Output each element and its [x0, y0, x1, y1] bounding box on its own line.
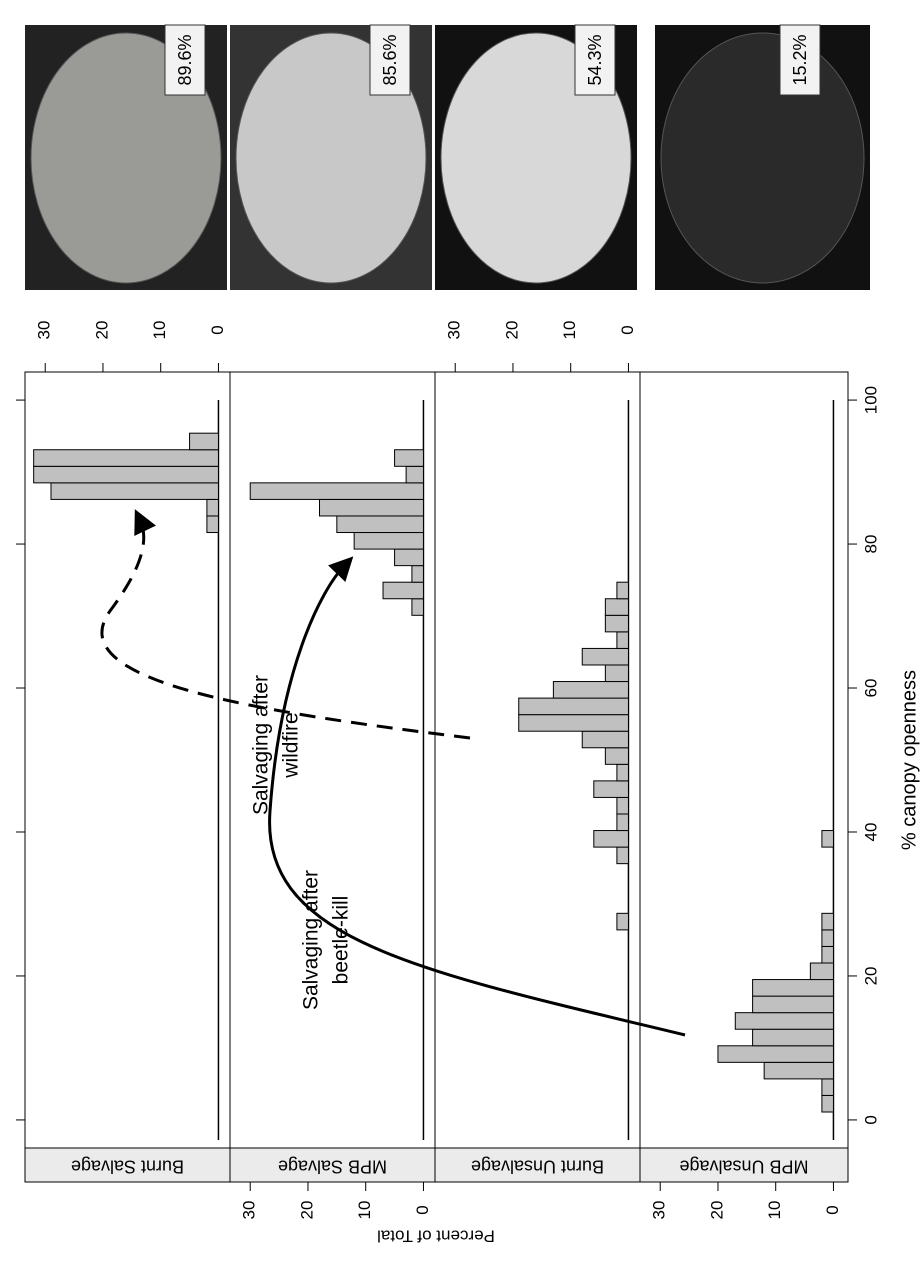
y-tick-label: 0 [823, 1205, 842, 1214]
bar [822, 913, 834, 930]
x-tick-label: 80 [861, 535, 880, 554]
bar [617, 814, 629, 831]
y-tick-label: 10 [765, 1201, 784, 1220]
bar [605, 615, 628, 632]
y-tick-label: 30 [445, 321, 464, 340]
photo-label: 15.2% [790, 34, 810, 85]
bar [412, 566, 424, 583]
bar [34, 466, 219, 483]
photo-sky [661, 33, 864, 283]
y-tick-label: 20 [297, 1201, 316, 1220]
bar [519, 715, 629, 732]
bar [519, 698, 629, 715]
bar [617, 913, 629, 930]
bar [337, 516, 424, 533]
bar [735, 1013, 833, 1030]
y-tick-label: 30 [35, 321, 54, 340]
photo-label: 89.6% [175, 34, 195, 85]
x-tick-label: 60 [861, 679, 880, 698]
bar [207, 516, 219, 533]
photo-label: 54.3% [585, 34, 605, 85]
y-tick-label: 0 [413, 1205, 432, 1214]
y-tick-label: 10 [560, 321, 579, 340]
bar [582, 648, 628, 665]
y-tick-label: 10 [150, 321, 169, 340]
bar [617, 847, 629, 864]
annotation: Salvaging after [250, 675, 273, 815]
y-tick-label: 0 [208, 325, 227, 334]
bar [320, 499, 424, 516]
bar [395, 549, 424, 566]
x-axis-label: % canopy openness [898, 670, 920, 850]
photo-label: 85.6% [380, 34, 400, 85]
bar [594, 831, 629, 848]
x-tick-label: 40 [861, 823, 880, 842]
bar [617, 764, 629, 781]
bar [822, 1079, 834, 1096]
bar [582, 731, 628, 748]
bar [764, 1062, 833, 1079]
bar [617, 797, 629, 814]
bar [822, 831, 834, 848]
x-tick-label: 20 [861, 966, 880, 985]
annotation: wildfire [280, 712, 303, 778]
x-tick-label: 0 [861, 1115, 880, 1124]
y-axis-label: Percent of Total [377, 1227, 495, 1246]
bar [395, 450, 424, 467]
annotation: beetle-kill [330, 896, 353, 985]
bar [34, 450, 219, 467]
bar [810, 963, 833, 980]
chart: Percent of Total % canopy openness 89.6%… [0, 0, 924, 1271]
y-tick-label: 20 [502, 321, 521, 340]
bar [406, 466, 423, 483]
strip-label: MPB Salvage [278, 1156, 387, 1176]
bar [553, 682, 628, 699]
bar [412, 599, 424, 616]
y-tick-label: 30 [240, 1201, 259, 1220]
bar [207, 499, 219, 516]
bar [617, 632, 629, 649]
y-tick-label: 20 [707, 1201, 726, 1220]
bar [354, 533, 423, 550]
bar [822, 946, 834, 963]
bar [51, 483, 218, 500]
bar [822, 1095, 834, 1112]
bar [617, 582, 629, 599]
bar [605, 599, 628, 616]
strip-label: MPB Unsalvage [679, 1156, 808, 1176]
page: Percent of Total % canopy openness 89.6%… [0, 0, 924, 1271]
bar [605, 665, 628, 682]
x-tick-label: 100 [861, 386, 880, 414]
bar [753, 1029, 834, 1046]
bar [718, 1046, 833, 1063]
strip-label: Burnt Unsalvage [471, 1156, 604, 1176]
y-tick-label: 10 [355, 1201, 374, 1220]
bar [605, 748, 628, 765]
bar [190, 433, 219, 450]
bar [753, 996, 834, 1013]
y-tick-label: 30 [650, 1201, 669, 1220]
bar [753, 980, 834, 997]
bar [594, 781, 629, 798]
bar [383, 582, 423, 599]
strip-label: Burnt Salvage [71, 1156, 184, 1176]
y-tick-label: 0 [618, 325, 637, 334]
bar [822, 930, 834, 947]
y-tick-label: 20 [92, 321, 111, 340]
bar [250, 483, 423, 500]
annotation: Salvaging after [300, 870, 323, 1010]
